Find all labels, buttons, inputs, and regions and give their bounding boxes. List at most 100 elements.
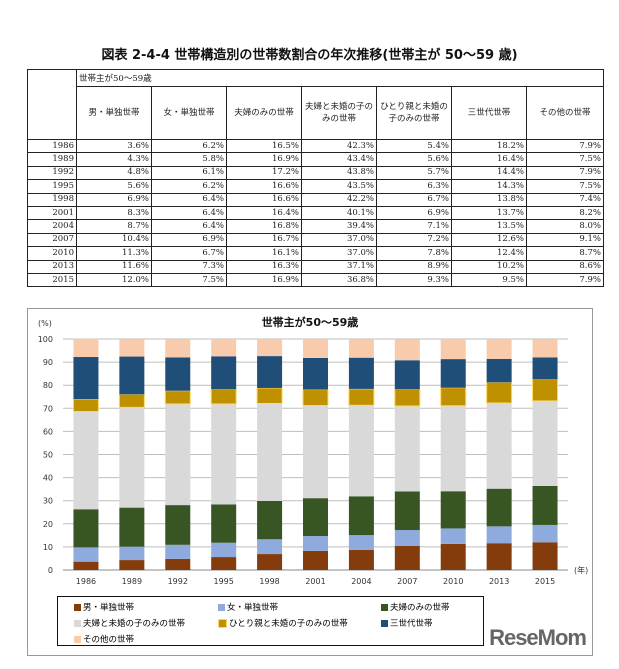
x-tick-label: 1998 <box>259 577 279 586</box>
y-tick-label: 0 <box>48 566 53 575</box>
bar-segment <box>348 535 374 550</box>
legend-label: ひとり親と未婚の子のみの世帯 <box>229 619 348 629</box>
cell-value: 43.4% <box>301 152 377 167</box>
column-header: 夫婦のみの世帯 <box>226 86 302 140</box>
cell-value: 36.8% <box>301 272 377 288</box>
cell-value: 7.5% <box>526 152 604 167</box>
bar-segment <box>486 402 512 489</box>
cell-value: 37.0% <box>301 246 377 261</box>
bar-segment <box>72 398 99 413</box>
cell-value: 7.2% <box>376 232 452 248</box>
y-tick-label: 80 <box>43 381 53 390</box>
bar-segment <box>348 405 374 497</box>
cell-value: 10.4% <box>76 232 152 248</box>
cell-value: 37.0% <box>301 232 377 248</box>
cell-year: 2004 <box>27 219 77 234</box>
legend-swatch <box>74 603 81 611</box>
legend-label: 夫婦のみの世帯 <box>390 603 450 613</box>
y-tick-label: 50 <box>43 451 53 460</box>
bar-segment <box>211 542 237 558</box>
cell-value: 8.9% <box>376 259 452 274</box>
cell-value: 5.4% <box>376 138 452 154</box>
bar-segment <box>348 357 374 389</box>
cell-year: 1998 <box>27 192 77 207</box>
bar-segment <box>532 400 558 486</box>
legend-swatch <box>74 635 81 643</box>
chart-area: 0 10 20 30 40 50 60 70 80 90 100 1986 1989 1992 1995 19… <box>27 308 593 656</box>
cell-value: 6.7% <box>376 192 452 207</box>
cell-value: 6.9% <box>76 192 152 207</box>
x-tick-label: 1992 <box>168 577 188 586</box>
y-tick-label: 100 <box>38 335 53 344</box>
bar-segment <box>303 339 328 358</box>
cell-value: 12.6% <box>451 232 527 248</box>
legend-item: 女・単独世帯 <box>218 601 278 613</box>
bar-segment <box>165 505 191 545</box>
legend-item: 三世代世帯 <box>381 617 433 629</box>
cell-value: 13.8% <box>451 192 527 207</box>
bar-segment <box>73 547 99 562</box>
y-tick-label: 10 <box>43 543 53 552</box>
cell-value: 13.5% <box>451 219 527 234</box>
legend-swatch <box>218 603 225 611</box>
cell-value: 8.3% <box>76 205 152 221</box>
cell-value: 10.2% <box>451 259 527 274</box>
bar-segment <box>303 498 328 537</box>
table-row: 1995 5.6% 6.2% 16.6% 43.5% 6.3% 14.3% 7.5% <box>27 179 604 194</box>
table-row: 2010 11.3% 6.7% 16.1% 37.0% 7.8% 12.4% 8.7% <box>27 246 604 261</box>
cell-value: 6.4% <box>151 219 227 234</box>
cell-value: 7.3% <box>151 259 227 274</box>
bar-segment <box>257 403 283 501</box>
bar-segment <box>440 528 466 544</box>
cell-value: 5.6% <box>376 152 452 167</box>
cell-value: 43.5% <box>301 179 377 194</box>
bar-segment <box>486 381 513 404</box>
bar-segment <box>211 504 237 543</box>
column-header: 三世代世帯 <box>451 86 527 140</box>
column-header: 男・単独世帯 <box>76 86 152 140</box>
column-header: 夫婦と未婚の子のみの世帯 <box>301 86 377 140</box>
cell-value: 8.0% <box>526 219 604 234</box>
bar-segment <box>486 358 512 383</box>
cell-value: 5.6% <box>76 179 152 194</box>
bar-segment <box>165 403 191 506</box>
cell-value: 5.7% <box>376 165 452 181</box>
watermark-logo: ReseMom <box>489 625 587 650</box>
bar-segment <box>394 339 420 361</box>
table-row: 2015 12.0% 7.5% 16.9% 36.8% 9.3% 9.5% 7.9% <box>27 272 604 288</box>
cell-value: 6.2% <box>151 179 227 194</box>
y-axis-unit: (%) <box>38 319 52 328</box>
cell-value: 16.1% <box>226 246 302 261</box>
cell-value: 42.2% <box>301 192 377 207</box>
x-tick-label: 2001 <box>305 577 325 586</box>
bar-segment <box>303 357 328 390</box>
bar-segment <box>303 536 328 551</box>
cell-value: 6.7% <box>151 246 227 261</box>
table-row: 1989 4.3% 5.8% 16.9% 43.4% 5.6% 16.4% 7.5% <box>27 152 604 167</box>
legend-label: その他の世帯 <box>83 635 135 645</box>
cell-value: 14.4% <box>451 165 527 181</box>
bar-segment <box>165 339 191 358</box>
cell-year: 1986 <box>27 138 77 154</box>
legend-label: 女・単独世帯 <box>227 603 279 613</box>
legend-item: その他の世帯 <box>74 633 134 645</box>
y-tick-label: 40 <box>43 474 53 483</box>
bar-segment <box>394 388 421 407</box>
bar-segment <box>164 390 191 405</box>
bar-segment <box>119 339 145 357</box>
cell-year: 2013 <box>27 259 77 274</box>
bar-segment <box>211 356 237 390</box>
bar-segment <box>394 360 420 390</box>
cell-value: 13.7% <box>451 205 527 221</box>
cell-value: 4.8% <box>76 165 152 181</box>
x-tick-label: 2013 <box>489 577 509 586</box>
cell-value: 40.1% <box>301 205 377 221</box>
stacked-bar-chart: 0 10 20 30 40 50 60 70 80 90 100 1986 1989 1992 1995 19… <box>38 315 589 586</box>
group-header: 世帯主が50〜59歳 <box>76 69 604 87</box>
cell-value: 8.7% <box>76 219 152 234</box>
cell-value: 16.3% <box>226 259 302 274</box>
bar-segment <box>210 388 237 405</box>
bar-segment <box>73 357 99 400</box>
cell-year: 2001 <box>27 205 77 221</box>
cell-value: 17.2% <box>226 165 302 181</box>
